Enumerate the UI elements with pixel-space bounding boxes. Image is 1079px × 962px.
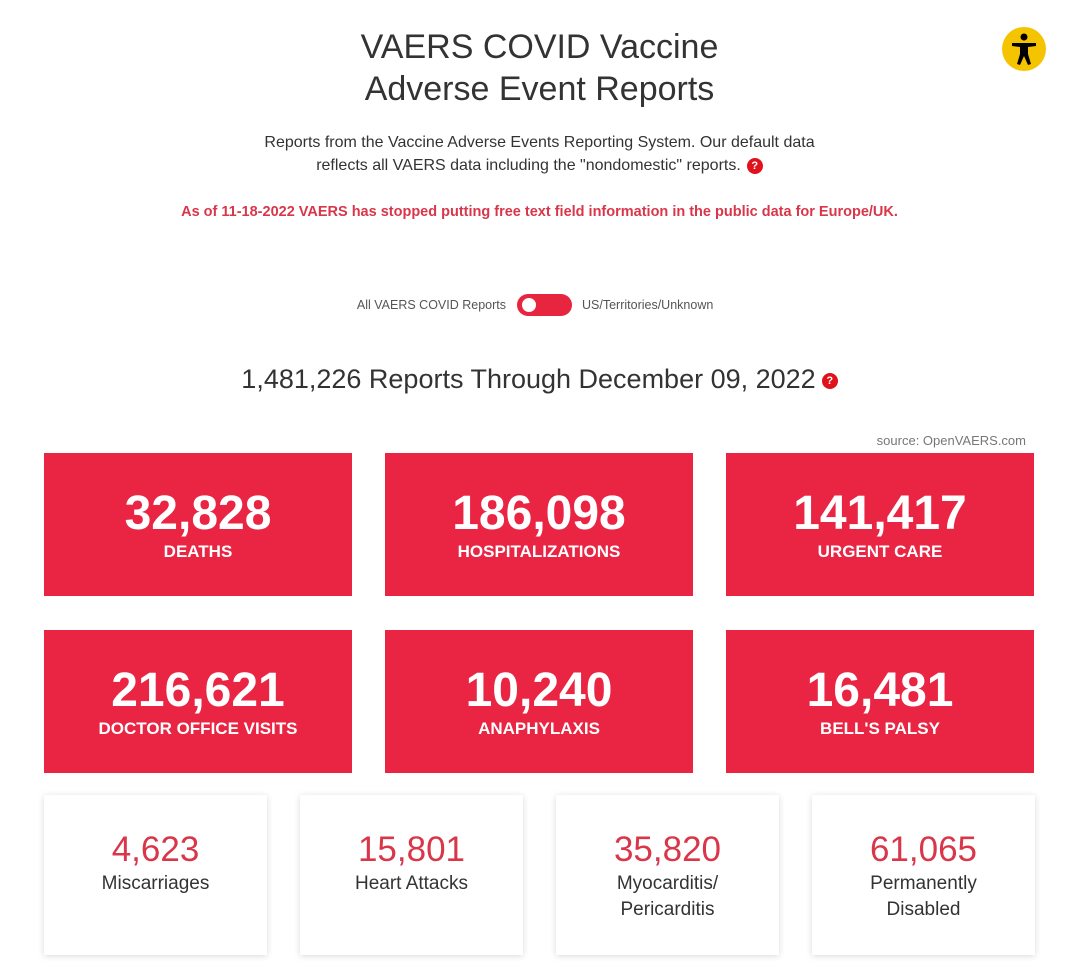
stat-value: 15,801 [357,830,466,869]
stat-value: 16,481 [806,664,954,717]
stat-label: URGENT CARE [817,542,943,561]
help-icon[interactable]: ? [821,372,838,389]
accessibility-head [1020,33,1028,41]
stat-card: 216,621 DOCTOR OFFICE VISITS [44,630,352,773]
stat-value: 61,065 [869,830,978,869]
stat-label: Miscarriages [101,873,210,894]
stat-card: 61,065 Permanently Disabled [812,795,1035,955]
stat-card: 35,820 Myocarditis/ Pericarditis [556,795,779,955]
toggle-switch[interactable] [517,294,572,316]
accessibility-figure [1012,43,1036,65]
notice: As of 11-18-2022 VAERS has stopped putti… [181,204,898,220]
stat-value: 32,828 [124,487,272,540]
title-line: Adverse Event Reports [364,70,715,108]
source: source: OpenVAERS.com [876,433,1026,448]
stat-value: 186,098 [452,487,626,540]
stat-value: 35,820 [613,830,722,869]
title: VAERS COVID Vaccine Adverse Event Report… [0,26,1079,110]
accessibility-button[interactable] [1001,27,1047,73]
description: reflects all VAERS data including the "n… [0,157,1079,175]
stat-card: 10,240 ANAPHYLAXIS [385,630,693,773]
stat-label: Permanently Disabled [870,873,977,920]
help-icon[interactable]: ? [746,157,763,174]
stat-label: HOSPITALIZATIONS [457,542,621,561]
stat-label: DEATHS [163,542,233,561]
stat-label: Myocarditis/ Pericarditis [616,873,719,920]
stat-label: Heart Attacks [355,873,468,894]
stat-card: 32,828 DEATHS [44,453,352,596]
reports-heading: 1,481,226 Reports Through December 09, 2… [0,364,1079,395]
stat-card: 16,481 BELL'S PALSY [726,630,1034,773]
stat-value: 4,623 [111,830,200,869]
stat-card: 186,098 HOSPITALIZATIONS [385,453,693,596]
description: Reports from the Vaccine Adverse Events … [264,134,815,151]
stat-value: 141,417 [793,487,967,540]
stat-value: 216,621 [111,664,285,717]
stat-card: 4,623 Miscarriages [44,795,267,955]
stat-label: DOCTOR OFFICE VISITS [98,719,298,738]
stat-card: 141,417 URGENT CARE [726,453,1034,596]
title-line: VAERS COVID Vaccine [360,28,719,66]
stat-card: 15,801 Heart Attacks [300,795,523,955]
description-text: reflects all VAERS data including the "n… [316,157,741,174]
heading-text: 1,481,226 Reports Through December 09, 2… [241,364,816,394]
toggle-label: All VAERS COVID Reports [356,298,506,312]
toggle-knob [522,298,536,312]
stat-label: ANAPHYLAXIS [478,719,600,738]
stat-label: BELL'S PALSY [820,719,940,738]
stat-value: 10,240 [465,664,613,717]
toggle-label: US/Territories/Unknown [582,298,714,312]
